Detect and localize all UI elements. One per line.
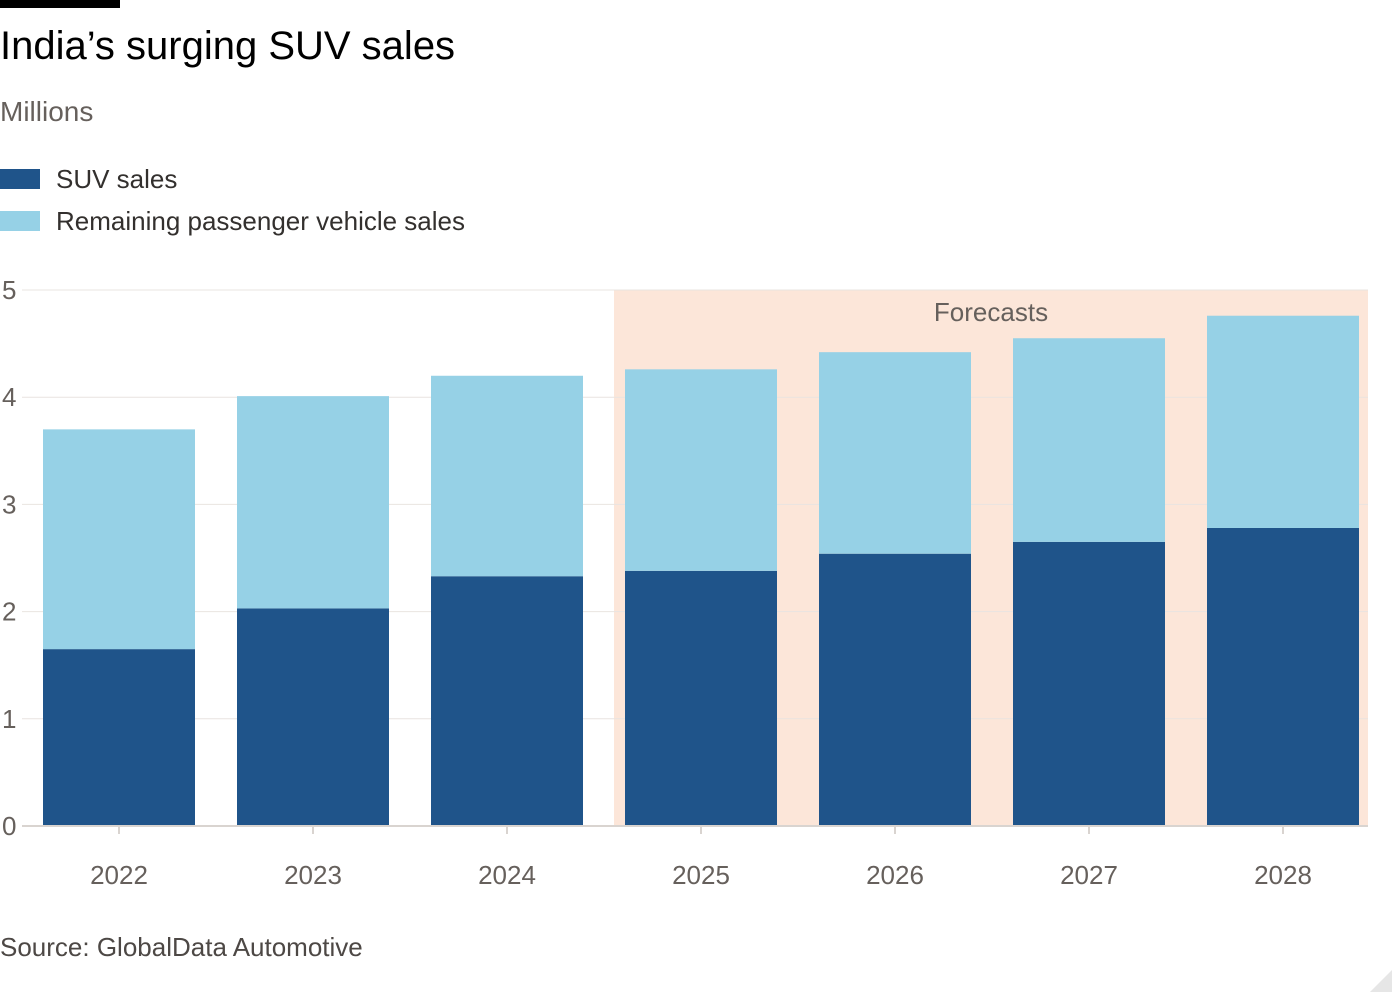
bar-suv-sales (819, 553, 971, 826)
x-tick-label: 2026 (866, 860, 924, 890)
legend: SUV sales Remaining passenger vehicle sa… (0, 158, 465, 242)
x-tick-label: 2022 (90, 860, 148, 890)
chart-subtitle: Millions (0, 96, 94, 127)
x-tick-label: 2024 (478, 860, 536, 890)
legend-swatch-remaining-sales (0, 211, 40, 231)
top-rule (0, 0, 120, 8)
x-tick-label: 2028 (1254, 860, 1312, 890)
bar-remaining-sales (43, 429, 195, 650)
legend-item-suv-sales: SUV sales (0, 158, 465, 200)
legend-label: SUV sales (56, 163, 178, 194)
bar-suv-sales (1207, 527, 1359, 826)
bar-suv-sales (43, 649, 195, 826)
forecast-label: Forecasts (934, 297, 1048, 327)
y-tick-label: 5 (2, 275, 16, 305)
bar-suv-sales (1013, 541, 1165, 826)
legend-item-remaining-sales: Remaining passenger vehicle sales (0, 200, 465, 242)
y-tick-label: 2 (2, 597, 16, 627)
bar-remaining-sales (625, 369, 777, 571)
y-tick-label: 4 (2, 382, 16, 412)
y-tick-label: 1 (2, 704, 16, 734)
corner-mark (1370, 970, 1392, 992)
legend-label: Remaining passenger vehicle sales (56, 205, 466, 236)
bar-suv-sales (431, 576, 583, 826)
y-tick-label: 3 (2, 489, 16, 519)
x-tick-label: 2023 (284, 860, 342, 890)
x-tick-label: 2025 (672, 860, 730, 890)
bar-remaining-sales (1013, 338, 1165, 542)
legend-swatch-suv-sales (0, 169, 40, 189)
bar-remaining-sales (237, 396, 389, 609)
source-note: Source: GlobalData Automotive (0, 932, 363, 962)
x-tick-label: 2027 (1060, 860, 1118, 890)
bar-remaining-sales (1207, 315, 1359, 528)
bar-suv-sales (237, 608, 389, 826)
chart-title: India’s surging SUV sales (0, 24, 456, 68)
y-tick-label: 0 (2, 811, 16, 841)
bar-remaining-sales (819, 352, 971, 554)
bar-chart: Forecasts 0 1 2 3 4 5 2022 2023 2024 2025 2026 2027 2… (2, 275, 1368, 890)
bar-remaining-sales (431, 375, 583, 577)
bar-suv-sales (625, 570, 777, 826)
